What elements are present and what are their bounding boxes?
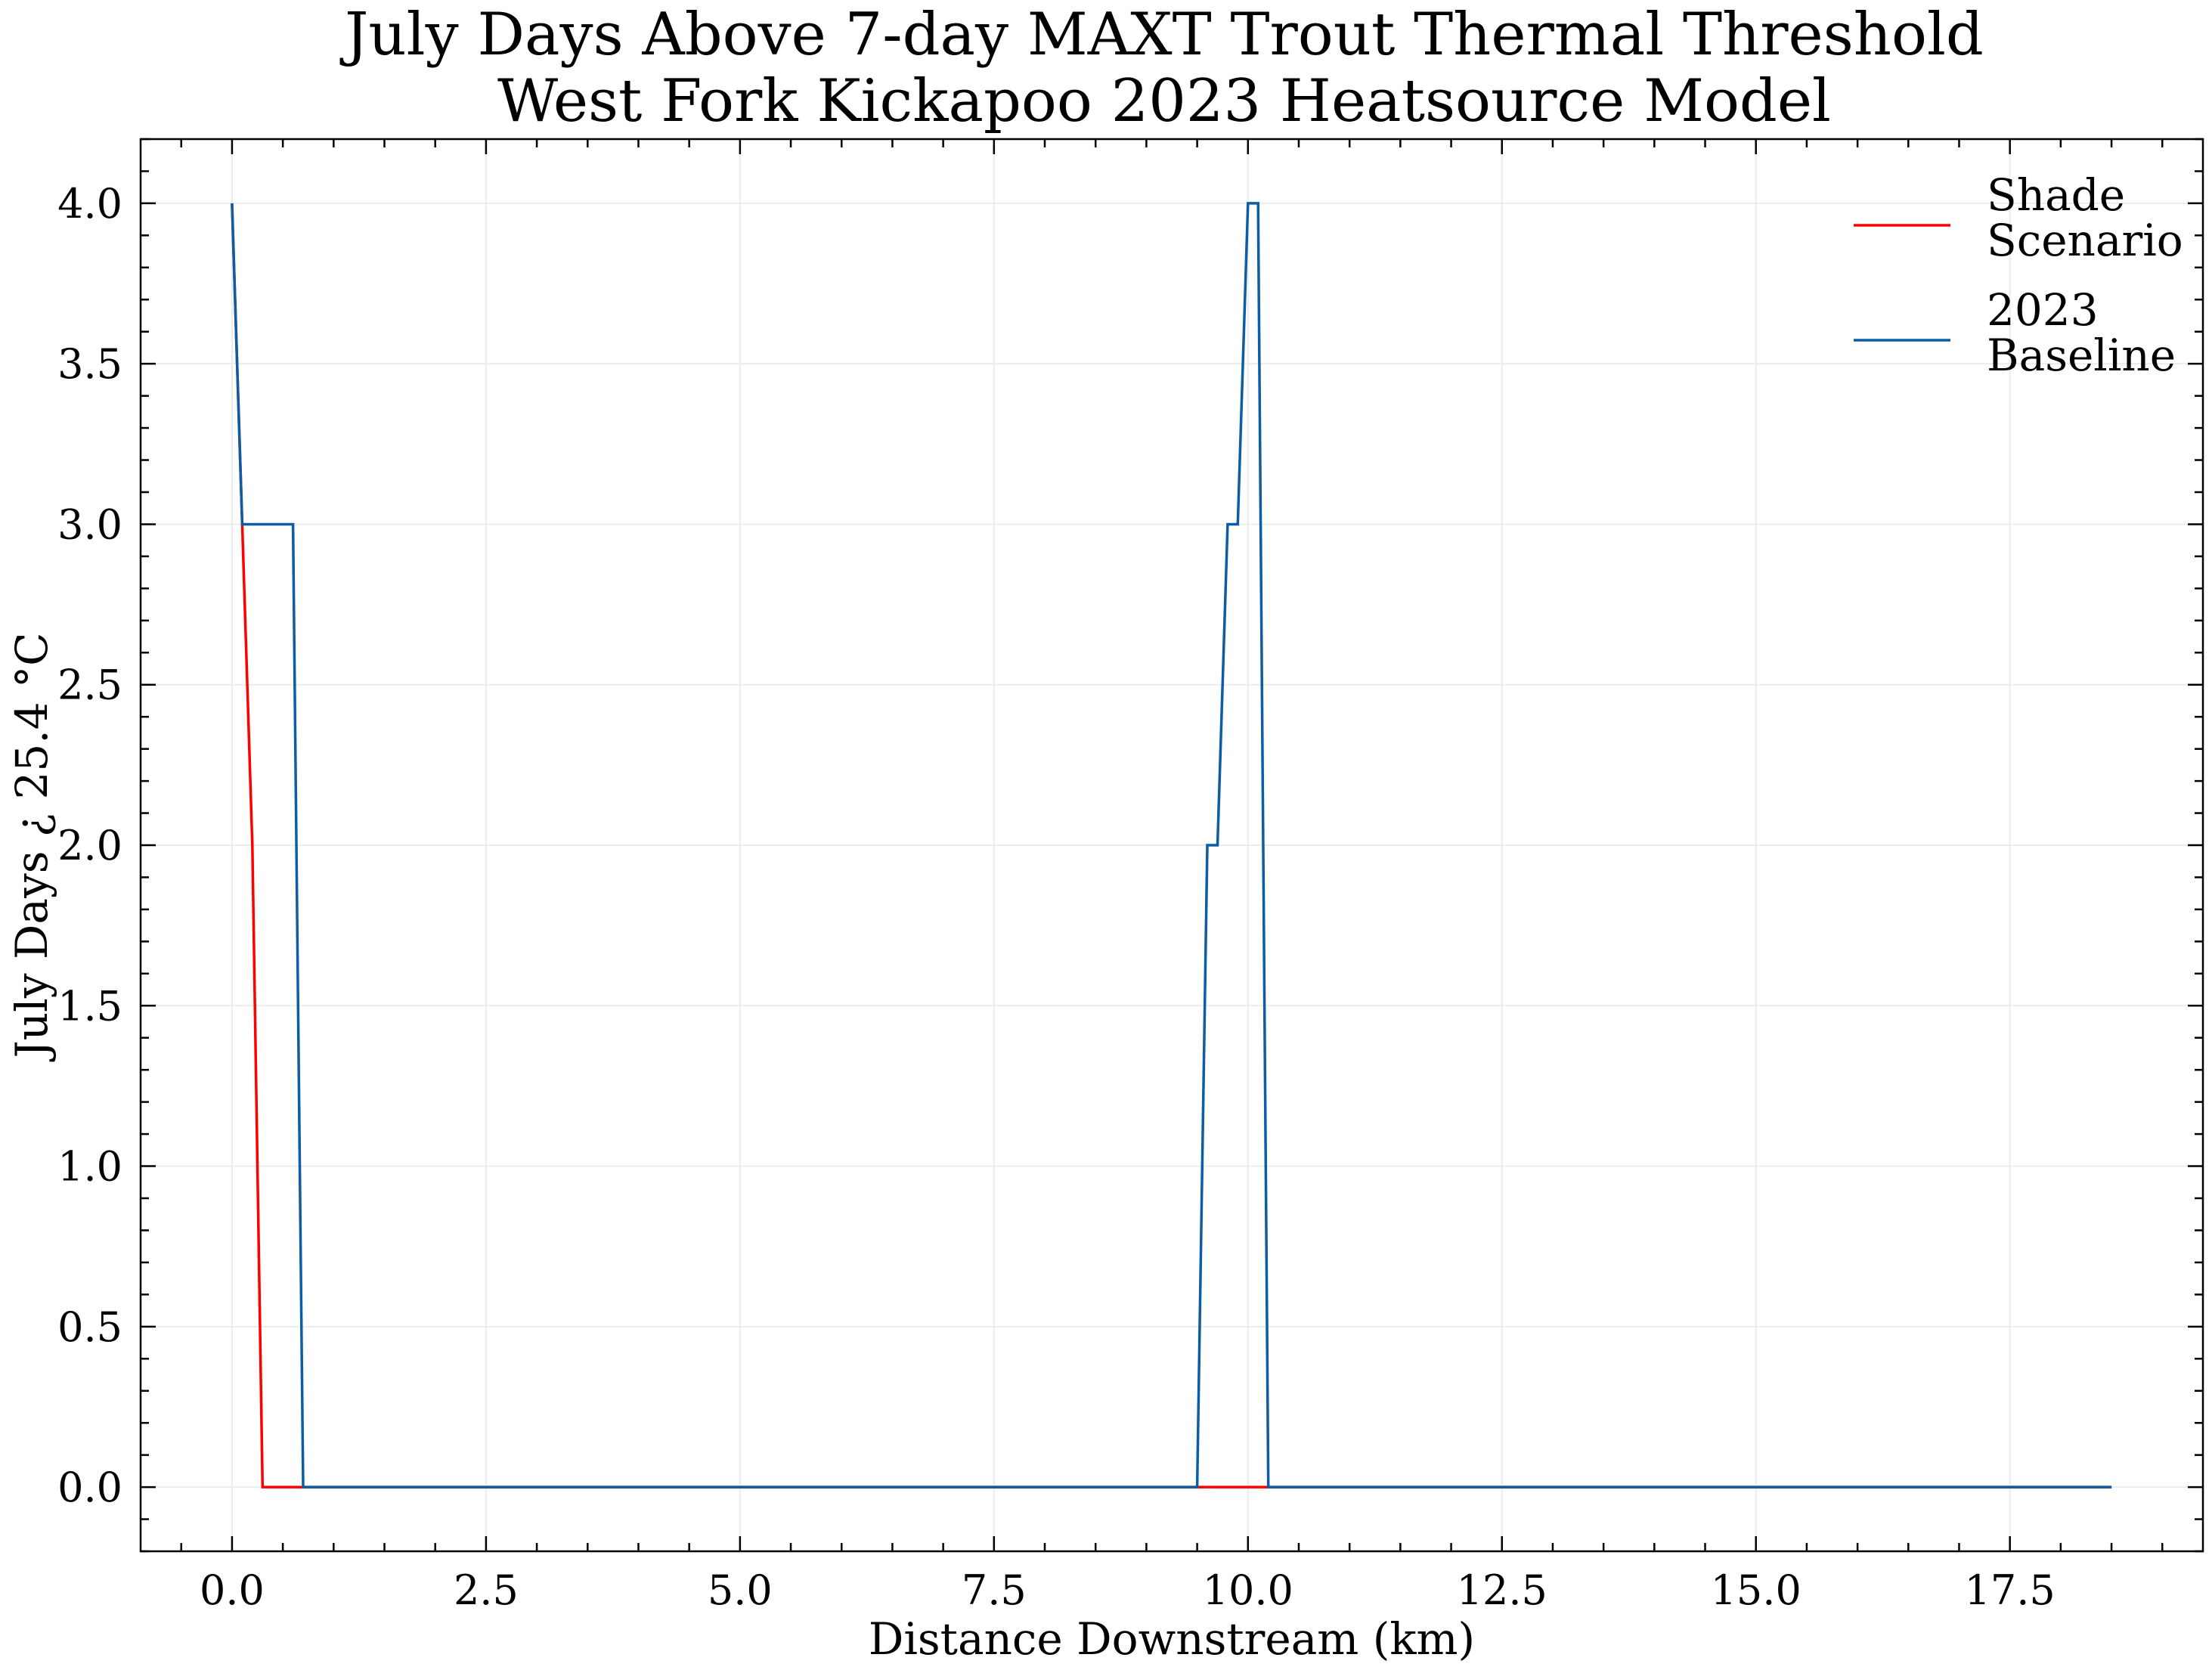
chart-title: July Days Above 7-day MAXT Trout Thermal… bbox=[339, 1, 1984, 135]
series-line-shade-scenario bbox=[231, 203, 2112, 1489]
y-tick-label: 2.0 bbox=[57, 822, 122, 869]
legend-label: Baseline bbox=[1987, 330, 2176, 381]
grid-lines bbox=[141, 139, 2203, 1551]
chart-title-line-1: July Days Above 7-day MAXT Trout Thermal… bbox=[339, 1, 1984, 69]
chart-title-line-2: West Fork Kickapoo 2023 Heatsource Model bbox=[497, 67, 1831, 135]
x-tick-label: 17.5 bbox=[1965, 1566, 2056, 1614]
x-axis-label: Distance Downstream (km) bbox=[869, 1613, 1475, 1665]
y-axis-label: July Days ¿ 25.4 °C bbox=[6, 633, 57, 1062]
axis-ticks bbox=[141, 138, 2203, 1553]
plot-series bbox=[231, 202, 2112, 1489]
y-tick-label: 0.5 bbox=[57, 1303, 122, 1351]
y-tick-label: 3.5 bbox=[57, 340, 122, 388]
x-tick-label: 10.0 bbox=[1203, 1566, 1293, 1614]
y-tick-label: 2.5 bbox=[57, 661, 122, 709]
x-tick-label: 7.5 bbox=[962, 1566, 1027, 1614]
y-tick-label: 0.0 bbox=[57, 1464, 122, 1511]
x-tick-label: 15.0 bbox=[1711, 1566, 1802, 1614]
y-tick-label: 1.5 bbox=[57, 982, 122, 1030]
x-tick-label: 0.0 bbox=[200, 1566, 265, 1614]
legend-label: Scenario bbox=[1987, 215, 2183, 266]
x-tick-label: 12.5 bbox=[1457, 1566, 1547, 1614]
y-tick-label: 4.0 bbox=[57, 180, 122, 228]
x-tick-label: 5.0 bbox=[708, 1566, 773, 1614]
axis-tick-labels: 0.0 2.5 5.0 7.5 10.0 12.5 15.0 17.5 0.0 0.5 1.0 1.5… bbox=[57, 180, 2056, 1614]
y-tick-label: 1.0 bbox=[57, 1143, 122, 1191]
series-line-2023-baseline bbox=[231, 202, 2112, 1489]
y-tick-label: 3.0 bbox=[57, 500, 122, 548]
legend-label: Shade bbox=[1987, 169, 2125, 221]
x-tick-label: 2.5 bbox=[454, 1566, 519, 1614]
legend-label: 2023 bbox=[1987, 284, 2099, 336]
